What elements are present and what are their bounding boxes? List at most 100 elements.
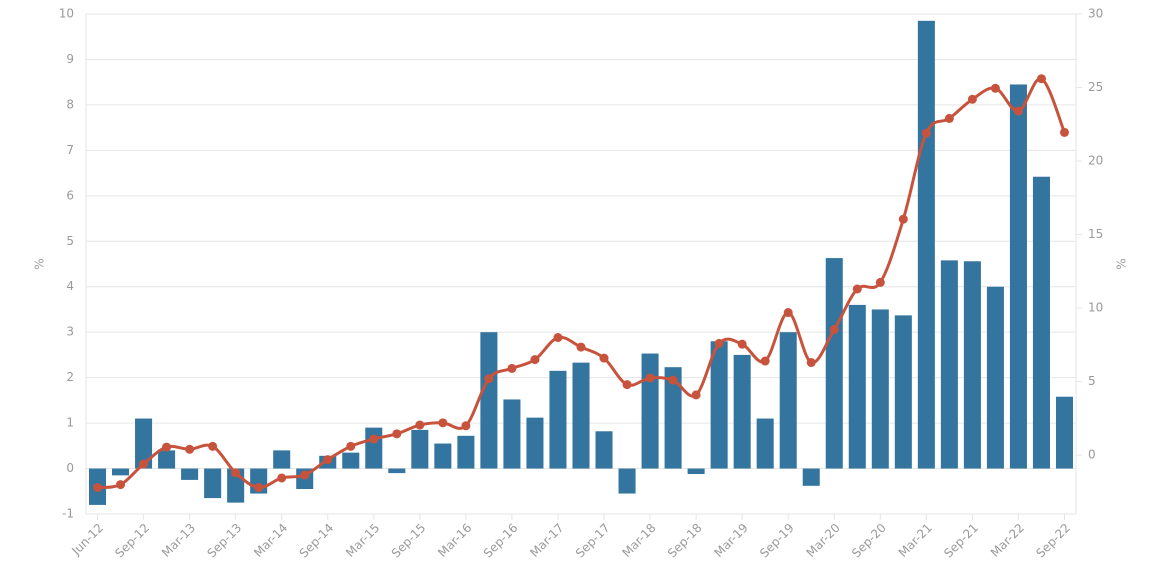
bar <box>641 353 659 469</box>
line-point <box>875 277 885 287</box>
y-tick-label: 0 <box>66 461 74 475</box>
line-point <box>1013 106 1023 116</box>
x-tick-label: Mar-20 <box>804 521 843 560</box>
line-point <box>277 473 287 483</box>
bar <box>273 450 291 469</box>
bar <box>802 468 820 486</box>
line-point <box>898 214 908 224</box>
bar <box>158 450 176 469</box>
line-point <box>392 429 402 439</box>
line-point <box>921 128 931 138</box>
bar <box>204 468 222 499</box>
line-point <box>806 358 816 368</box>
line-point <box>93 483 103 493</box>
y-tick-label: 10 <box>59 7 74 21</box>
x-tick-label: Mar-18 <box>619 521 658 560</box>
line-point <box>1036 74 1046 84</box>
x-tick-label: Mar-22 <box>988 521 1027 560</box>
line-point <box>668 375 678 385</box>
line-point <box>507 363 517 373</box>
bar <box>181 468 199 480</box>
line-point <box>553 333 563 343</box>
line-point <box>461 421 471 431</box>
line-point <box>714 338 724 348</box>
y-tick-label: 7 <box>66 143 74 157</box>
y2-tick-label: 5 <box>1088 374 1096 388</box>
line-point <box>139 459 149 469</box>
bar <box>1009 84 1027 469</box>
line-point <box>415 420 425 430</box>
x-tick-label: Sep-19 <box>757 521 797 561</box>
bar <box>388 468 406 474</box>
y-tick-label: -1 <box>62 507 74 521</box>
bar <box>963 261 981 469</box>
x-tick-label: Mar-17 <box>527 521 566 560</box>
y2-tick-label: 15 <box>1088 227 1103 241</box>
x-tick-label: Sep-18 <box>665 521 705 561</box>
bar <box>618 468 636 494</box>
line-point <box>530 355 540 365</box>
line-point <box>622 380 632 390</box>
bar <box>457 435 475 469</box>
x-tick-label: Mar-13 <box>159 521 198 560</box>
y-axis-label: % <box>33 258 47 269</box>
bar <box>779 332 797 469</box>
bar <box>940 260 958 469</box>
line-point <box>254 483 264 493</box>
y-tick-label: 1 <box>66 416 74 430</box>
x-tick-label: Sep-14 <box>297 521 337 561</box>
x-tick-label: Sep-21 <box>941 521 981 561</box>
line-point <box>438 418 448 428</box>
x-tick-label: Mar-19 <box>712 521 751 560</box>
x-tick-label: Sep-16 <box>481 521 521 561</box>
y-tick-label: 3 <box>66 325 74 339</box>
line-point <box>116 480 126 490</box>
bar <box>549 370 567 469</box>
bar <box>342 452 360 469</box>
bar <box>848 304 866 469</box>
bar <box>411 429 429 469</box>
bar <box>917 20 935 469</box>
bar <box>710 341 728 469</box>
bar <box>1032 176 1050 469</box>
line-point <box>645 373 655 383</box>
bar <box>1055 396 1074 469</box>
line-point <box>369 434 379 444</box>
x-tick-label: Sep-15 <box>389 521 429 561</box>
bar <box>756 418 774 469</box>
line-point <box>967 94 977 104</box>
bar <box>664 367 682 469</box>
line-point <box>990 83 1000 93</box>
line-point <box>829 324 839 334</box>
y-tick-label: 2 <box>66 370 74 384</box>
line-point <box>208 441 218 451</box>
line-point <box>737 339 747 349</box>
y-tick-label: 8 <box>66 97 74 111</box>
bar <box>503 399 521 469</box>
y2-tick-label: 20 <box>1088 154 1103 168</box>
bar <box>687 468 705 474</box>
x-tick-label: Sep-12 <box>112 521 152 561</box>
bar <box>480 332 498 469</box>
line-point <box>1059 127 1069 137</box>
y2-tick-label: 25 <box>1088 80 1103 94</box>
line-point <box>783 308 793 318</box>
bar <box>871 309 889 469</box>
line-point <box>484 374 494 384</box>
line-point <box>760 356 770 366</box>
bar <box>434 443 452 469</box>
bar <box>572 362 590 469</box>
line-point <box>576 342 586 352</box>
bar <box>365 427 383 469</box>
x-tick-label: Jun-12 <box>68 521 106 559</box>
x-tick-label: Mar-15 <box>343 521 382 560</box>
line-point <box>300 470 310 480</box>
line-point <box>346 441 356 451</box>
x-tick-label: Sep-17 <box>573 521 613 561</box>
y2-tick-label: 0 <box>1088 448 1096 462</box>
line-point <box>162 442 172 452</box>
bar <box>825 258 843 469</box>
y-tick-label: 6 <box>66 188 74 202</box>
y2-axis-label: % <box>1115 258 1129 269</box>
